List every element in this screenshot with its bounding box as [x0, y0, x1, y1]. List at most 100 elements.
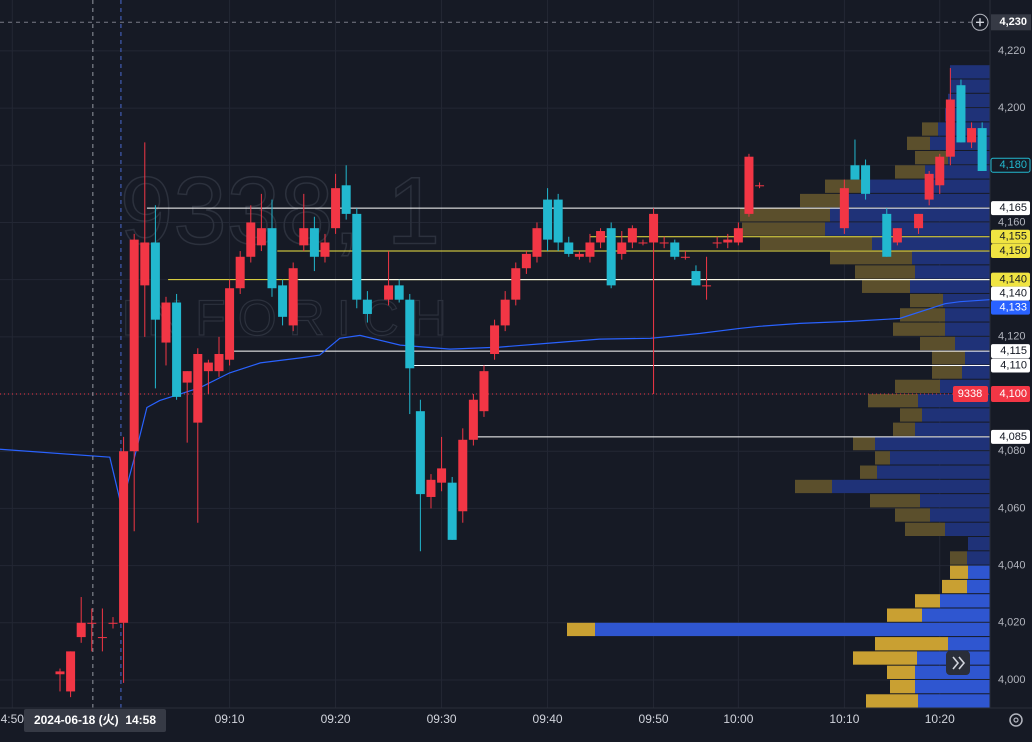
candle-body: [691, 271, 701, 286]
candle-body: [150, 242, 160, 320]
candle-body: [638, 242, 648, 244]
crosshair-time-box: [24, 709, 166, 732]
last-symbol: 9338: [958, 388, 982, 400]
profile-gold: [920, 336, 955, 351]
candle-body: [479, 371, 489, 412]
profile-gold: [567, 622, 595, 637]
profile-gold: [870, 494, 920, 508]
profile-blue: [830, 208, 990, 222]
candle-body: [288, 268, 298, 326]
y-tick-label: 4,200: [998, 102, 1026, 114]
price-tag-box: [991, 429, 1030, 444]
settings-button[interactable]: [1009, 713, 1023, 727]
candle-body: [627, 228, 637, 243]
price-tags: 4,180 4,165 4,155 4,150 4,140 4,140 4,133 4,115…: [24, 13, 1031, 732]
profile-blue: [875, 436, 990, 451]
candle-body: [723, 239, 733, 243]
price-tag-label: 4,155: [999, 231, 1027, 243]
profile-blue: [945, 522, 990, 537]
crosshair-price-label: 4,230: [999, 16, 1027, 28]
price-tag-box: [990, 157, 1031, 173]
y-tick-label: 4,040: [998, 560, 1026, 572]
price-tag-label: 4,140: [999, 274, 1027, 286]
candle-body: [66, 651, 76, 692]
profile-gold: [922, 122, 938, 136]
candle-body: [924, 173, 934, 200]
profile-blue: [890, 451, 990, 465]
profile-blue: [940, 594, 990, 608]
price-tag-label: 4,150: [999, 245, 1027, 257]
price-tag-box: [991, 244, 1030, 259]
profile-gold: [900, 408, 922, 422]
profile-gold: [905, 522, 945, 537]
candle-body: [882, 213, 892, 257]
profile-gold: [887, 608, 922, 622]
price-tag-box: [991, 344, 1030, 359]
profile-gold: [890, 679, 915, 694]
last-price-label: 4,100: [999, 388, 1027, 400]
profile-gold: [942, 579, 967, 594]
candle-body: [87, 622, 97, 624]
profile-gold: [895, 379, 940, 394]
candle-body: [140, 242, 150, 286]
candle-body: [606, 228, 616, 286]
candle-body: [267, 228, 277, 289]
candle-body: [490, 325, 500, 354]
profile-gold: [800, 193, 845, 208]
add-alert-icon[interactable]: [976, 18, 984, 27]
candles: [55, 68, 987, 698]
profile-blue: [967, 579, 990, 594]
candle-body: [405, 299, 415, 369]
candle-body: [532, 228, 542, 257]
candle-body: [55, 671, 65, 675]
candle-body: [659, 242, 669, 244]
profile-blue: [962, 365, 990, 379]
profile-blue: [920, 494, 990, 508]
profile-blue: [967, 551, 990, 565]
candle-body: [521, 253, 531, 269]
candle-body: [161, 302, 171, 343]
x-tick-label: 09:20: [321, 712, 351, 726]
candle-body: [352, 213, 362, 300]
crosshair-price-box: [991, 14, 1031, 31]
profile-gold: [795, 479, 832, 494]
profile-gold: [900, 308, 945, 322]
profile-blue: [910, 279, 990, 293]
profile-blue: [943, 293, 990, 308]
grid: [0, 0, 990, 708]
candle-body: [214, 354, 224, 372]
y-tick-label: 4,000: [998, 674, 1026, 686]
candle-body: [553, 199, 563, 243]
price-tag-label: 4,110: [1000, 359, 1027, 371]
profile-blue: [930, 508, 990, 522]
profile-gold: [830, 251, 912, 265]
candle-body: [564, 242, 574, 254]
candle-body: [415, 411, 425, 495]
candle-body: [755, 185, 765, 187]
profile-blue: [948, 637, 990, 651]
candle-body: [309, 228, 319, 257]
profile-blue: [968, 537, 990, 551]
profile-blue: [912, 251, 990, 265]
candle-body: [543, 199, 553, 240]
y-tick-label: 4,220: [998, 45, 1026, 57]
candle-body: [977, 128, 987, 171]
profile-gold: [895, 165, 925, 179]
candle-body: [617, 242, 627, 254]
y-tick-label: 4,160: [998, 216, 1026, 228]
candle-body: [967, 128, 977, 143]
candle-body: [596, 231, 606, 243]
expand-button[interactable]: [946, 651, 970, 675]
profile-gold: [760, 236, 872, 251]
profile-blue: [832, 479, 990, 494]
candle-body: [384, 285, 394, 300]
watermark: 9338, 1 INFORICH: [119, 157, 447, 347]
price-tag-label: 4,140: [999, 288, 1027, 300]
candle-body: [670, 242, 680, 257]
candle-body: [850, 165, 860, 180]
candle-body: [500, 299, 510, 326]
profile-gold: [915, 594, 940, 608]
candle-body: [394, 285, 404, 300]
